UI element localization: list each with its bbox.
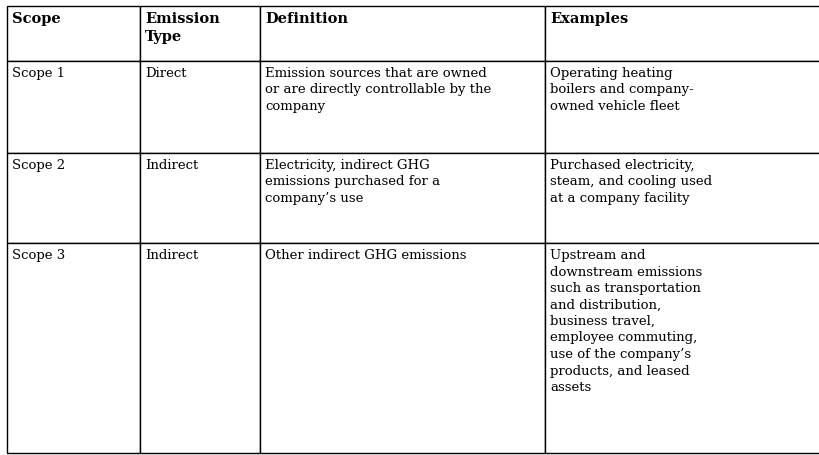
Bar — [260, 154, 545, 243]
Bar — [545, 154, 819, 243]
Text: Direct: Direct — [145, 67, 186, 80]
Text: Definition: Definition — [265, 12, 347, 26]
Text: Other indirect GHG emissions: Other indirect GHG emissions — [265, 248, 466, 262]
Text: Emission sources that are owned
or are directly controllable by the
company: Emission sources that are owned or are d… — [265, 67, 491, 113]
Bar — [545, 62, 819, 154]
Bar — [140, 62, 260, 154]
Text: Examples: Examples — [550, 12, 627, 26]
Bar — [140, 7, 260, 62]
Bar — [7, 62, 140, 154]
Bar — [260, 7, 545, 62]
Text: Scope 2: Scope 2 — [12, 159, 65, 172]
Text: Scope 1: Scope 1 — [12, 67, 65, 80]
Text: Scope: Scope — [12, 12, 61, 26]
Bar — [7, 154, 140, 243]
Text: Upstream and
downstream emissions
such as transportation
and distribution,
busin: Upstream and downstream emissions such a… — [550, 248, 701, 393]
Text: Scope 3: Scope 3 — [12, 248, 66, 262]
Text: Operating heating
boilers and company-
owned vehicle fleet: Operating heating boilers and company- o… — [550, 67, 693, 113]
Bar — [545, 243, 819, 453]
Bar — [7, 243, 140, 453]
Text: Purchased electricity,
steam, and cooling used
at a company facility: Purchased electricity, steam, and coolin… — [550, 159, 711, 205]
Bar — [140, 154, 260, 243]
Bar — [140, 243, 260, 453]
Bar — [545, 7, 819, 62]
Text: Indirect: Indirect — [145, 159, 198, 172]
Bar — [260, 62, 545, 154]
Text: Electricity, indirect GHG
emissions purchased for a
company’s use: Electricity, indirect GHG emissions purc… — [265, 159, 440, 205]
Text: Indirect: Indirect — [145, 248, 198, 262]
Text: Emission
Type: Emission Type — [145, 12, 219, 44]
Bar — [7, 7, 140, 62]
Bar — [260, 243, 545, 453]
